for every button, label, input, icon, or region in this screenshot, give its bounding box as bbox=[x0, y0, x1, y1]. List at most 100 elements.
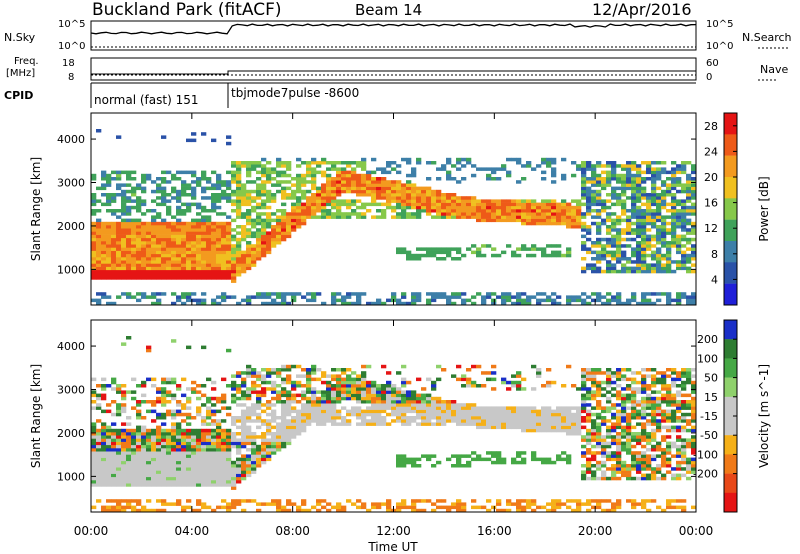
heatmap-cell bbox=[376, 209, 382, 213]
heatmap-cell bbox=[426, 499, 432, 503]
heatmap-cell bbox=[606, 218, 612, 223]
heatmap-cell bbox=[91, 473, 97, 478]
heatmap-cell bbox=[261, 228, 267, 232]
heatmap-cell bbox=[171, 250, 177, 255]
heatmap-cell bbox=[161, 438, 167, 442]
heatmap-cell bbox=[101, 428, 107, 433]
heatmap-cell bbox=[111, 451, 117, 455]
heatmap-cell bbox=[386, 196, 392, 200]
heatmap-cell bbox=[456, 406, 462, 410]
heatmap-cell bbox=[636, 250, 642, 255]
heatmap-cell bbox=[586, 196, 592, 200]
heatmap-cell bbox=[176, 225, 182, 229]
heatmap-cell bbox=[641, 212, 647, 216]
heatmap-cell bbox=[121, 441, 127, 446]
heatmap-cell bbox=[101, 170, 107, 175]
heatmap-cell bbox=[231, 180, 237, 184]
heatmap-cell bbox=[646, 218, 652, 223]
heatmap-cell bbox=[681, 199, 687, 203]
heatmap-cell bbox=[341, 180, 347, 184]
heatmap-cell bbox=[496, 425, 502, 430]
heatmap-cell bbox=[136, 454, 142, 458]
heatmap-cell bbox=[586, 186, 592, 191]
colorbar-segment bbox=[724, 219, 737, 242]
heatmap-cell bbox=[531, 502, 537, 506]
heatmap-cell bbox=[396, 406, 402, 410]
heatmap-cell bbox=[291, 189, 297, 194]
heatmap-cell bbox=[176, 250, 182, 255]
heatmap-cell bbox=[581, 396, 587, 401]
heatmap-cell bbox=[391, 387, 397, 391]
heatmap-cell bbox=[151, 508, 157, 513]
heatmap-cell bbox=[521, 221, 527, 226]
heatmap-cell bbox=[576, 412, 582, 417]
heatmap-cell bbox=[141, 266, 147, 271]
heatmap-cell bbox=[581, 416, 587, 420]
heatmap-cell bbox=[516, 247, 522, 251]
heatmap-cell bbox=[611, 438, 617, 442]
heatmap-cell bbox=[606, 173, 612, 178]
heatmap-cell bbox=[141, 241, 147, 245]
heatmap-cell bbox=[536, 419, 542, 423]
heatmap-cell bbox=[356, 390, 362, 394]
heatmap-cell bbox=[101, 464, 107, 468]
heatmap-cell bbox=[491, 212, 497, 216]
heatmap-cell bbox=[626, 237, 632, 242]
heatmap-cell bbox=[586, 368, 592, 372]
heatmap-cell bbox=[286, 186, 292, 191]
heatmap-cell bbox=[596, 428, 602, 433]
heatmap-cell bbox=[586, 247, 592, 251]
heatmap-cell bbox=[596, 502, 602, 506]
heatmap-cell bbox=[181, 295, 187, 299]
heatmap-cell bbox=[651, 422, 657, 426]
heatmap-cell bbox=[101, 387, 107, 391]
heatmap-cell bbox=[131, 263, 137, 267]
heatmap-cell bbox=[451, 454, 457, 458]
heatmap-cell bbox=[551, 250, 557, 255]
heatmap-cell bbox=[396, 247, 402, 251]
heatmap-cell bbox=[331, 295, 337, 299]
heatmap-cell bbox=[226, 444, 232, 449]
heatmap-cell bbox=[561, 451, 567, 455]
heatmap-cell bbox=[596, 215, 602, 219]
heatmap-cell bbox=[176, 476, 182, 481]
heatmap-cell bbox=[681, 189, 687, 194]
heatmap-cell bbox=[161, 228, 167, 232]
heatmap-cell bbox=[516, 253, 522, 258]
heatmap-cell bbox=[266, 292, 272, 296]
heatmap-cell bbox=[301, 209, 307, 213]
heatmap-cell bbox=[366, 393, 372, 398]
heatmap-cell bbox=[171, 276, 177, 280]
heatmap-cell bbox=[386, 170, 392, 175]
heatmap-cell bbox=[686, 221, 692, 226]
heatmap-cell bbox=[646, 384, 652, 388]
heatmap-cell bbox=[276, 295, 282, 299]
heatmap-cell bbox=[106, 428, 112, 433]
heatmap-cell bbox=[616, 425, 622, 430]
heatmap-cell bbox=[661, 241, 667, 245]
heatmap-cell bbox=[266, 241, 272, 245]
heatmap-cell bbox=[136, 199, 142, 203]
heatmap-cell bbox=[526, 406, 532, 410]
heatmap-cell bbox=[106, 263, 112, 267]
heatmap-cell bbox=[151, 419, 157, 423]
heatmap-cell bbox=[491, 209, 497, 213]
heatmap-cell bbox=[416, 186, 422, 191]
heatmap-cell bbox=[636, 438, 642, 442]
heatmap-cell bbox=[91, 193, 97, 197]
heatmap-cell bbox=[121, 464, 127, 468]
heatmap-cell bbox=[526, 505, 532, 510]
heatmap-cell bbox=[96, 129, 102, 133]
heatmap-cell bbox=[221, 406, 227, 410]
heatmap-cell bbox=[326, 406, 332, 410]
heatmap-cell bbox=[211, 257, 217, 261]
heatmap-cell bbox=[251, 499, 257, 503]
heatmap-cell bbox=[91, 276, 97, 280]
heatmap-cell bbox=[146, 460, 152, 465]
heatmap-cell bbox=[631, 387, 637, 391]
heatmap-cell bbox=[201, 460, 207, 465]
heatmap-cell bbox=[451, 416, 457, 420]
heatmap-cell bbox=[401, 183, 407, 187]
heatmap-cell bbox=[201, 502, 207, 506]
heatmap-cell bbox=[106, 177, 112, 181]
